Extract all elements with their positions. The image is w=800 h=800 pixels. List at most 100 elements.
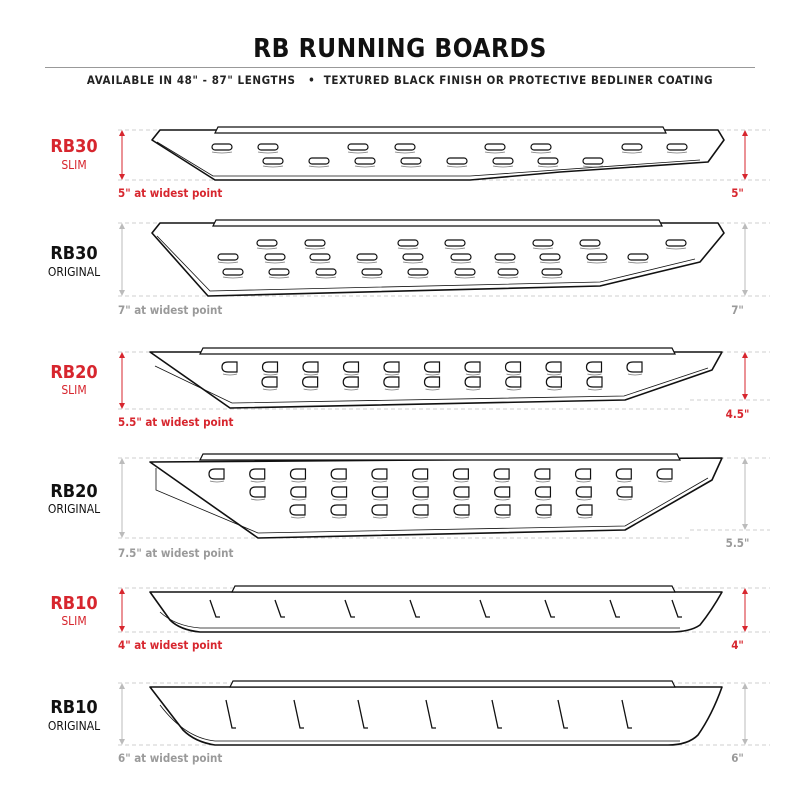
- slot-shadow: [627, 261, 649, 264]
- board-edge-line: [156, 235, 696, 292]
- hole-shadow: [250, 480, 265, 483]
- slot-shadow: [454, 276, 476, 279]
- board-outline: [149, 591, 723, 633]
- traction-hole: [423, 361, 441, 373]
- slot-shadow: [217, 261, 239, 264]
- hole-shadow: [414, 498, 429, 501]
- traction-hole: [342, 376, 359, 388]
- slot-shadow: [532, 247, 554, 250]
- traction-slash: [225, 699, 236, 729]
- title-divider: [45, 67, 755, 68]
- traction-hole: [208, 468, 225, 480]
- traction-hole: [261, 376, 278, 388]
- traction-hole: [412, 468, 429, 480]
- traction-hole: [330, 486, 348, 498]
- slot-shadow: [586, 261, 608, 264]
- traction-hole: [505, 376, 522, 388]
- model-name: RB30: [50, 136, 98, 157]
- slot-shadow: [361, 276, 383, 279]
- hole-shadow: [617, 498, 633, 501]
- arrow-head-icon: [742, 524, 748, 530]
- slot-shadow: [257, 151, 279, 154]
- traction-hole: [493, 468, 510, 480]
- traction-hole: [494, 504, 511, 516]
- hole-shadow: [384, 373, 400, 376]
- traction-slot: [492, 157, 514, 165]
- arrow-head-icon: [742, 683, 748, 689]
- arrow-head-icon: [119, 130, 125, 136]
- traction-hole: [289, 468, 307, 480]
- traction-hole: [464, 376, 481, 388]
- traction-slot: [402, 253, 424, 261]
- hole-shadow: [506, 373, 521, 376]
- traction-slot: [397, 239, 419, 247]
- traction-slot: [579, 239, 601, 247]
- traction-slash: [479, 599, 490, 618]
- slot-shadow: [450, 261, 472, 264]
- hole-shadow: [536, 516, 552, 519]
- slot-shadow: [537, 165, 559, 168]
- traction-slot: [454, 268, 476, 276]
- board-outline: [149, 457, 723, 539]
- traction-slash: [357, 699, 368, 729]
- traction-slot: [400, 157, 422, 165]
- slot-shadow: [222, 276, 244, 279]
- traction-slash: [209, 599, 220, 618]
- traction-slot: [347, 143, 369, 151]
- model-name: RB10: [50, 593, 98, 614]
- slot-shadow: [541, 276, 563, 279]
- hole-shadow: [291, 480, 306, 483]
- slot-shadow: [211, 151, 233, 154]
- traction-slot: [530, 143, 552, 151]
- slot-shadow: [400, 165, 422, 168]
- traction-slot: [541, 268, 563, 276]
- arrow-head-icon: [742, 352, 748, 358]
- traction-slash: [557, 699, 568, 729]
- traction-slash: [621, 699, 632, 729]
- traction-slot: [494, 253, 516, 261]
- traction-hole: [545, 361, 562, 373]
- traction-slot: [532, 239, 554, 247]
- hole-shadow: [454, 516, 470, 519]
- traction-slash: [671, 599, 682, 618]
- right-height-value: 4": [731, 638, 744, 652]
- traction-hole: [615, 468, 632, 480]
- slot-shadow: [494, 261, 516, 264]
- model-variant: SLIM: [61, 158, 87, 172]
- traction-slot: [394, 143, 416, 151]
- arrow-head-icon: [742, 130, 748, 136]
- hole-shadow: [209, 480, 225, 483]
- traction-slot: [217, 253, 239, 261]
- traction-hole: [576, 504, 593, 516]
- arrow-head-icon: [742, 739, 748, 745]
- hole-shadow: [332, 498, 347, 501]
- arrow-head-icon: [119, 683, 125, 689]
- traction-hole: [535, 504, 552, 516]
- width-caption: 4" at widest point: [118, 638, 223, 652]
- hole-shadow: [250, 498, 266, 501]
- arrow-head-icon: [119, 532, 125, 538]
- hole-shadow: [494, 480, 510, 483]
- hole-shadow: [373, 498, 388, 501]
- hole-shadow: [372, 516, 388, 519]
- slot-shadow: [264, 261, 286, 264]
- hole-shadow: [577, 498, 592, 501]
- arrow-head-icon: [119, 290, 125, 296]
- slot-shadow: [579, 247, 601, 250]
- traction-slash: [491, 699, 502, 729]
- traction-hole: [626, 361, 643, 373]
- hole-shadow: [546, 373, 562, 376]
- model-name: RB20: [50, 362, 98, 383]
- traction-slot: [257, 143, 279, 151]
- traction-hole: [289, 504, 306, 516]
- width-caption: 6" at widest point: [118, 751, 223, 765]
- hole-shadow: [454, 480, 469, 483]
- traction-hole: [494, 486, 511, 498]
- hole-shadow: [547, 388, 562, 391]
- slot-shadow: [582, 165, 604, 168]
- hole-shadow: [454, 498, 469, 501]
- traction-hole: [249, 486, 266, 498]
- hole-shadow: [303, 373, 319, 376]
- slot-shadow: [446, 165, 468, 168]
